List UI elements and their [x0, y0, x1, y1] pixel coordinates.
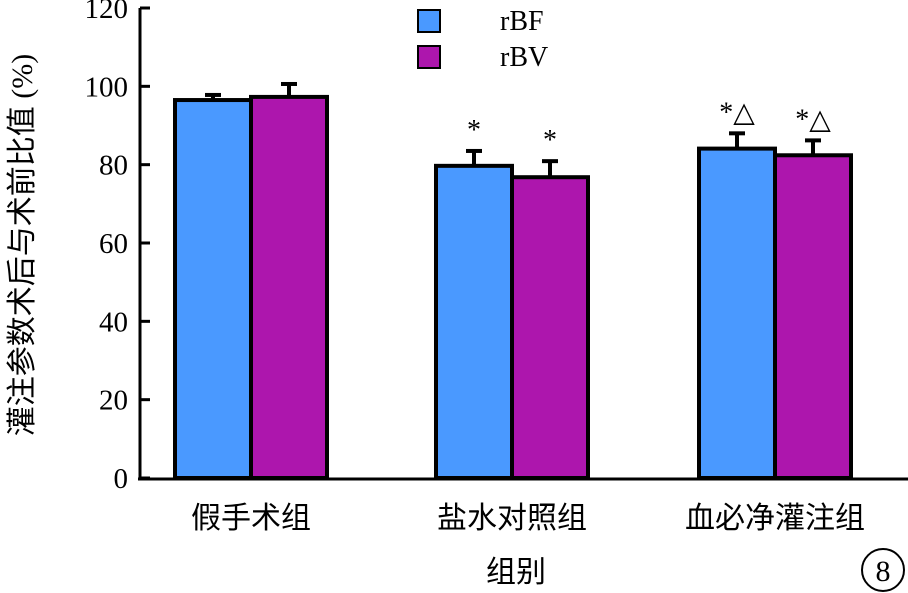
- bar-rBV-2: [773, 153, 853, 480]
- y-tick-label: 20: [99, 385, 128, 417]
- x-tick-label: 盐水对照组: [437, 502, 587, 535]
- legend-label-rBF: rBF: [500, 6, 544, 37]
- x-tick-label: 假手术组: [191, 502, 311, 535]
- y-tick-label: 60: [99, 228, 128, 260]
- legend-label-rBV: rBV: [500, 42, 548, 73]
- bar-rBF-0: [173, 98, 253, 481]
- y-tick-label: 120: [85, 0, 129, 25]
- x-tick-label: 血必净灌注组: [685, 502, 865, 535]
- legend-swatch-rBV: [417, 45, 441, 69]
- y-tick-label: 80: [99, 150, 128, 182]
- significance-marker: *: [543, 125, 557, 156]
- bar-rBF-2: [697, 146, 777, 480]
- x-axis-label: 组别: [486, 556, 546, 589]
- bar-rBV-1: [510, 175, 590, 480]
- significance-marker: *: [467, 115, 481, 146]
- y-tick-label: 0: [114, 463, 129, 495]
- y-tick-label: 100: [85, 71, 129, 103]
- y-axis-label: 灌注参数术后与术前比值 (%): [6, 54, 39, 436]
- bar-rBV-0: [249, 94, 329, 481]
- significance-marker: *△: [795, 104, 831, 135]
- legend-swatch-rBF: [417, 9, 441, 33]
- figure-label: 8: [876, 555, 891, 588]
- figure-label-circle: [861, 548, 905, 592]
- significance-marker: *△: [719, 97, 755, 128]
- y-tick-label: 40: [99, 306, 128, 338]
- bar-rBF-1: [434, 163, 514, 480]
